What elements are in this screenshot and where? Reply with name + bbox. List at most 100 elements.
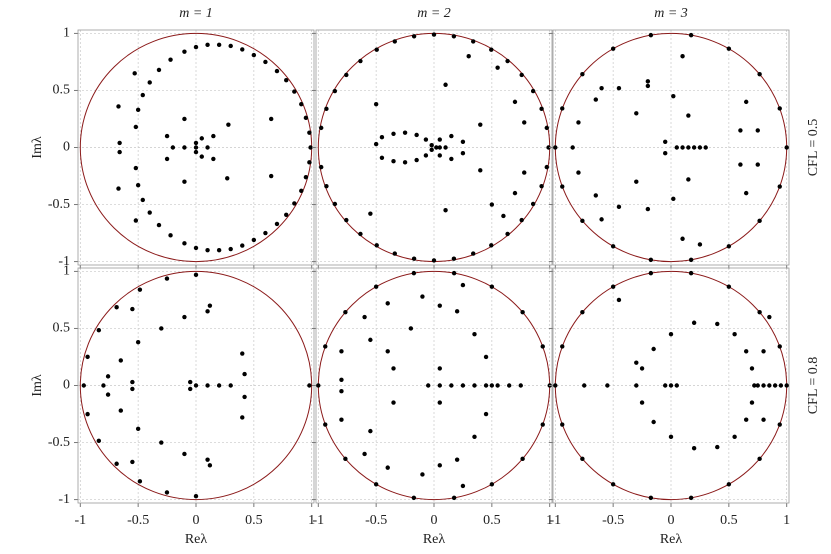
eigenvalue-point (117, 140, 122, 146)
eigenvalue-point (715, 321, 720, 327)
x-tick-label: 0 (431, 513, 438, 528)
eigenvalue-point (651, 346, 656, 352)
y-axis-label: Imλ (30, 136, 45, 159)
eigenvalue-point (373, 482, 379, 487)
eigenvalue-point (159, 440, 164, 445)
eigenvalue-point (429, 147, 434, 152)
eigenvalue-point (373, 141, 379, 147)
eigenvalue-point (610, 284, 616, 289)
eigenvalue-point (147, 80, 152, 85)
eigenvalue-point (443, 82, 448, 87)
eigenvalue-point (137, 287, 143, 292)
eigenvalue-point (114, 305, 119, 310)
unit-circle (79, 270, 313, 501)
eigenvalue-point (680, 145, 685, 150)
eigenvalue-point (205, 383, 210, 388)
eigenvalue-point (784, 383, 789, 388)
eigenvalue-point (505, 58, 510, 64)
x-tick-label: -1 (549, 513, 561, 528)
eigenvalue-point (767, 314, 772, 320)
eigenvalue-point (593, 97, 599, 102)
eigenvalue-point (743, 349, 749, 354)
eigenvalue-point (135, 426, 141, 432)
eigenvalue-point (133, 165, 139, 171)
x-tick-label: -0.5 (602, 513, 624, 528)
eigenvalue-point (420, 472, 425, 477)
eigenvalue-point (451, 34, 457, 39)
panel-title: m = 2 (417, 6, 451, 21)
eigenvalue-point (339, 389, 344, 394)
eigenvalue-point (639, 366, 645, 371)
eigenvalue-point (303, 115, 309, 121)
eigenvalue-point (466, 54, 471, 59)
eigenvalue-point (373, 101, 379, 107)
eigenvalue-point (460, 483, 466, 489)
eigenvalue-point (303, 174, 309, 180)
eigenvalue-point (96, 327, 102, 333)
eigenvalue-point (193, 145, 199, 150)
eigenvalue-point (408, 326, 414, 331)
eigenvalue-point (96, 438, 102, 444)
eigenvalue-point (228, 246, 233, 252)
eigenvalue-point (755, 383, 760, 388)
eigenvalue-point (519, 217, 524, 223)
eigenvalue-point (560, 422, 565, 427)
eigenvalue-point (299, 188, 304, 194)
eigenvalue-point (743, 417, 749, 422)
eigenvalue-point (449, 383, 454, 388)
eigenvalue-point (193, 272, 199, 278)
x-tick-label: 1 (308, 513, 315, 528)
eigenvalue-point (431, 32, 437, 37)
eigenvalue-point (489, 47, 494, 52)
eigenvalue-point (182, 145, 187, 150)
y-axis-label: Imλ (30, 374, 45, 397)
eigenvalue-point (489, 202, 495, 207)
eigenvalue-point (580, 218, 585, 224)
x-tick-label: -0.5 (365, 513, 387, 528)
eigenvalue-point (437, 303, 442, 308)
eigenvalue-point (460, 383, 466, 388)
eigenvalue-point (385, 349, 390, 354)
eigenvalue-point (437, 153, 442, 158)
eigenvalue-point (471, 251, 476, 256)
eigenvalue-point (431, 258, 437, 263)
eigenvalue-point (539, 183, 544, 189)
eigenvalue-point (402, 130, 408, 135)
eigenvalue-point (761, 417, 766, 422)
eigenvalue-point (443, 145, 448, 150)
eigenvalue-point (777, 106, 782, 111)
eigenvalue-point (263, 59, 268, 65)
eigenvalue-point (164, 133, 170, 139)
eigenvalue-point (316, 383, 321, 388)
eigenvalue-point (240, 47, 245, 52)
eigenvalue-point (182, 314, 187, 320)
eigenvalue-point (580, 71, 585, 77)
eigenvalue-point (530, 201, 536, 207)
eigenvalue-point (483, 383, 489, 388)
eigenvalue-point (449, 156, 454, 162)
eigenvalue-point (379, 155, 385, 160)
eigenvalue-point (188, 386, 193, 392)
eigenvalue-point (135, 339, 141, 345)
eigenvalue-point (182, 179, 187, 184)
eigenvalue-point (522, 170, 527, 175)
eigenvalue-point (478, 122, 483, 127)
eigenvalue-point (738, 162, 743, 167)
eigenvalue-point (411, 256, 417, 261)
eigenvalue-point (460, 151, 466, 156)
eigenvalue-point (225, 176, 230, 181)
eigenvalue-point (118, 358, 124, 363)
eigenvalue-point (634, 179, 639, 184)
x-tick-label: 0.5 (720, 513, 738, 528)
eigenvalue-point (385, 301, 390, 306)
eigenvalue-point (648, 495, 654, 501)
eigenvalue-point (251, 237, 257, 243)
eigenvalue-point (674, 145, 679, 150)
eigenvalue-point (489, 243, 494, 248)
eigenvalue-point (506, 383, 512, 388)
eigenvalue-point (663, 151, 668, 156)
eigenvalue-point (767, 383, 772, 388)
eigenvalue-point (133, 218, 139, 223)
y-tick-label: -0.5 (48, 197, 70, 212)
eigenvalue-point (140, 92, 145, 98)
